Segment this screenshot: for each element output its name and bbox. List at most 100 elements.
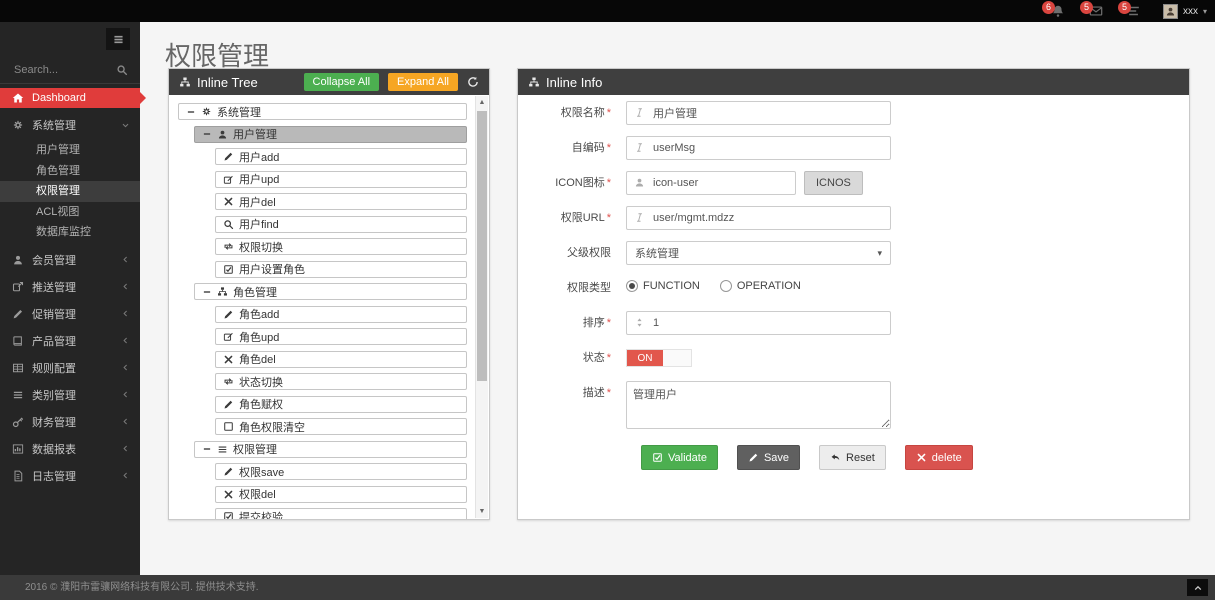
tree-node[interactable]: 用户管理: [177, 125, 467, 143]
field-input[interactable]: [626, 136, 891, 160]
sidebar-item[interactable]: 数据报表: [0, 439, 140, 459]
tree-node[interactable]: 权限管理: [177, 440, 467, 458]
tree-node[interactable]: 角色add: [177, 305, 467, 323]
sidebar-item-label: 日志管理: [32, 470, 76, 483]
sidebar-item[interactable]: 促销管理: [0, 304, 140, 324]
field-label: 描述 *: [582, 387, 611, 399]
tree-node[interactable]: 用户find: [177, 215, 467, 233]
tree-node-label: 用户upd: [239, 174, 280, 186]
tree-node[interactable]: 角色del: [177, 350, 467, 368]
sidebar-subitem[interactable]: 数据库监控: [36, 226, 91, 238]
tree-node[interactable]: 权限切换: [177, 238, 467, 255]
validate-button[interactable]: Validate: [641, 445, 718, 470]
form-row: 自编码 *: [518, 136, 1189, 160]
field-input[interactable]: [626, 311, 891, 335]
tree-node[interactable]: 用户upd: [177, 170, 467, 188]
collapse-minus-icon[interactable]: [202, 287, 212, 297]
collapse-minus-icon[interactable]: [186, 107, 196, 117]
sidebar-subitem[interactable]: 角色管理: [36, 164, 80, 177]
radio-icon[interactable]: [719, 280, 732, 292]
sidebar-subitem[interactable]: ACL视图: [36, 205, 80, 218]
sidebar-subitem[interactable]: 用户管理: [36, 144, 80, 156]
form-row: 权限类型 FUNCTION OPERATION: [518, 276, 1189, 300]
collapse-all-button[interactable]: Collapse All: [303, 73, 380, 91]
pencil-icon: [223, 309, 234, 320]
sidebar-toggle-button[interactable]: [106, 28, 130, 50]
form-row: 权限URL *: [518, 206, 1189, 230]
tree-node[interactable]: 用户del: [177, 193, 467, 210]
chevron-left-icon: [121, 282, 130, 291]
form-row: 状态 * ON: [518, 346, 1189, 370]
tree-node-label: 用户del: [239, 196, 276, 209]
status-switch[interactable]: ON: [626, 349, 692, 367]
parent-permission-select[interactable]: 系统管理 ▾: [626, 241, 891, 265]
field-input[interactable]: [626, 101, 891, 125]
sidebar-item[interactable]: 推送管理: [0, 277, 140, 297]
expand-all-button[interactable]: Expand All: [388, 73, 458, 91]
sidebar-item-label: 产品管理: [32, 335, 76, 348]
sidebar-item[interactable]: 产品管理: [0, 331, 140, 351]
key-icon: [12, 416, 28, 428]
tree-node[interactable]: 角色管理: [177, 283, 467, 300]
tree-node[interactable]: 系统管理: [177, 103, 467, 120]
reset-button[interactable]: Reset: [819, 445, 886, 470]
chevron-left-icon: [121, 309, 130, 318]
avatar: [1162, 3, 1178, 19]
tree-node-label: 角色赋权: [239, 399, 283, 411]
field-label: 权限URL *: [560, 212, 611, 224]
bell-icon[interactable]: 6: [1041, 1, 1065, 18]
save-button[interactable]: Save: [736, 445, 801, 470]
sidebar-item[interactable]: 类别管理: [0, 385, 140, 405]
sitemap-icon: [179, 76, 191, 88]
field-input[interactable]: [626, 171, 796, 195]
delete-button[interactable]: delete: [904, 445, 973, 470]
tree-node[interactable]: 角色赋权: [177, 395, 467, 413]
tree-node[interactable]: 用户设置角色: [177, 260, 467, 278]
field-input[interactable]: [626, 206, 891, 230]
chevron-left-icon: [121, 444, 130, 453]
sidebar-item[interactable]: 规则配置: [0, 358, 140, 378]
tree-node[interactable]: 用户add: [177, 148, 467, 165]
tasks-icon[interactable]: 5: [1117, 1, 1141, 18]
sidebar-item[interactable]: Dashboard: [0, 88, 146, 108]
pencil-icon: [223, 399, 234, 410]
tree-node[interactable]: 角色upd: [177, 328, 467, 345]
search-input[interactable]: [12, 62, 116, 77]
tree-node[interactable]: 角色权限清空: [177, 418, 467, 435]
sidebar-item[interactable]: 会员管理: [0, 250, 140, 270]
sidebar-item-label: 类别管理: [32, 389, 76, 402]
scroll-down-arrow[interactable]: ▼: [478, 508, 486, 515]
search-icon: [223, 219, 234, 230]
tree-node[interactable]: 权限save: [177, 463, 467, 480]
field-label: 自编码 *: [571, 142, 611, 154]
sidebar-item[interactable]: 日志管理: [0, 466, 140, 486]
tree-node[interactable]: 权限del: [177, 485, 467, 503]
radio-operation[interactable]: OPERATION: [719, 280, 801, 292]
scroll-up-arrow[interactable]: ▲: [478, 99, 486, 106]
search-icon[interactable]: [116, 64, 128, 76]
envelope-icon[interactable]: 5: [1079, 1, 1103, 18]
book-icon: [12, 335, 28, 347]
description-textarea[interactable]: 管理用户: [626, 381, 891, 429]
scroll-to-top-button[interactable]: [1187, 579, 1208, 596]
sidebar-subitem[interactable]: 权限管理: [0, 181, 140, 202]
sidebar-item[interactable]: 系统管理: [0, 115, 140, 135]
tree-node[interactable]: 状态切换: [177, 373, 467, 390]
sidebar-item[interactable]: 财务管理: [0, 412, 140, 432]
tree-scrollbar[interactable]: ▲ ▼: [475, 96, 488, 518]
chevron-left-icon: [121, 255, 130, 264]
badge-count: 6: [1041, 1, 1055, 14]
collapse-minus-icon[interactable]: [202, 129, 212, 139]
radio-function[interactable]: FUNCTION: [626, 280, 700, 292]
collapse-minus-icon[interactable]: [202, 444, 212, 454]
badge-count: 5: [1117, 1, 1131, 14]
scrollbar-thumb[interactable]: [477, 111, 487, 381]
user-menu[interactable]: xxx ▾: [1162, 3, 1207, 19]
radio-icon[interactable]: [626, 280, 638, 292]
tree-node[interactable]: 提交校验: [177, 508, 467, 519]
refresh-icon[interactable]: [467, 76, 479, 88]
pencil-icon: [223, 151, 234, 162]
icons-picker-button[interactable]: ICNOS: [804, 171, 863, 195]
tree-node-label: 系统管理: [217, 106, 261, 119]
